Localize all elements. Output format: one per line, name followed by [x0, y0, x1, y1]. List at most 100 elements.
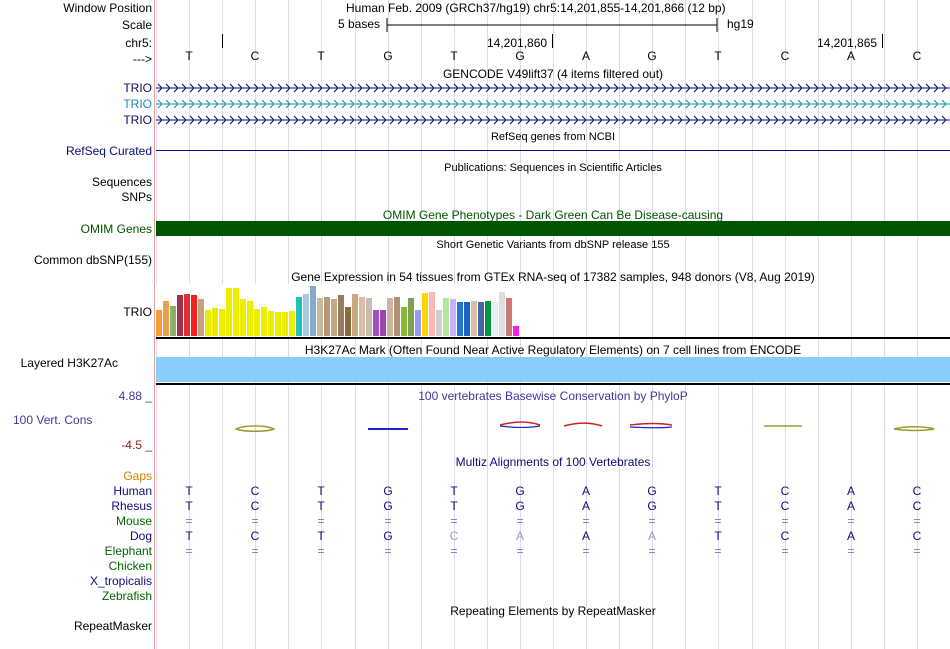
- phylop-label[interactable]: 100 Vert. Cons: [13, 413, 93, 427]
- gtex-tissue-bar[interactable]: [275, 312, 281, 336]
- multiz-species-label[interactable]: Elephant: [104, 544, 152, 558]
- refseq-gene-line[interactable]: [156, 150, 950, 151]
- gtex-tissue-bar[interactable]: [464, 302, 470, 336]
- publications-label-sequences[interactable]: Sequences: [91, 175, 152, 189]
- grid-line: [884, 0, 885, 649]
- multiz-base: T: [185, 484, 193, 498]
- gtex-label[interactable]: TRIO: [123, 305, 152, 319]
- gencode-gene-models[interactable]: [156, 80, 950, 128]
- gtex-tissue-bar[interactable]: [268, 311, 274, 336]
- gtex-tissue-bar[interactable]: [289, 311, 295, 336]
- gtex-tissue-bar[interactable]: [310, 286, 316, 336]
- gtex-tissue-bar[interactable]: [247, 301, 253, 336]
- multiz-base: =: [714, 544, 722, 558]
- gtex-tissue-bar[interactable]: [317, 298, 323, 336]
- sequence-base: A: [581, 49, 590, 63]
- gtex-tissue-bar[interactable]: [401, 307, 407, 336]
- gtex-tissue-bar[interactable]: [485, 301, 491, 336]
- gtex-tissue-bar[interactable]: [254, 309, 260, 336]
- gtex-bar-chart[interactable]: [156, 284, 536, 336]
- sequence-base: T: [714, 49, 722, 63]
- gtex-tissue-bar[interactable]: [345, 307, 351, 336]
- gtex-tissue-bar[interactable]: [380, 310, 386, 336]
- gtex-tissue-bar[interactable]: [191, 295, 197, 336]
- gtex-tissue-bar[interactable]: [205, 310, 211, 336]
- gtex-tissue-bar[interactable]: [422, 293, 428, 336]
- dbsnp-label[interactable]: Common dbSNP(155): [33, 253, 152, 267]
- gtex-tissue-bar[interactable]: [240, 299, 246, 336]
- multiz-species-label[interactable]: Dog: [129, 529, 152, 543]
- phylop-title: 100 vertebrates Basewise Conservation by…: [418, 389, 688, 403]
- multiz-species-label[interactable]: Mouse: [115, 514, 152, 528]
- h3k27ac-label[interactable]: Layered H3K27Ac: [20, 356, 118, 370]
- coord-label-2: 14,201,865: [817, 36, 878, 50]
- gtex-tissue-bar[interactable]: [212, 308, 218, 336]
- scale-label: Scale: [121, 18, 152, 32]
- multiz-species-label[interactable]: Chicken: [108, 559, 152, 573]
- gtex-tissue-bar[interactable]: [296, 297, 302, 336]
- sequence-base: C: [912, 49, 922, 63]
- gtex-tissue-bar[interactable]: [233, 288, 239, 336]
- gtex-tissue-bar[interactable]: [499, 292, 505, 336]
- gtex-tissue-bar[interactable]: [429, 292, 435, 336]
- gtex-tissue-bar[interactable]: [436, 310, 442, 336]
- gtex-tissue-bar[interactable]: [359, 297, 365, 336]
- refseq-label[interactable]: RefSeq Curated: [65, 144, 152, 158]
- gtex-tissue-bar[interactable]: [450, 299, 456, 336]
- gtex-tissue-bar[interactable]: [303, 294, 309, 336]
- gtex-tissue-bar[interactable]: [261, 307, 267, 336]
- omim-label[interactable]: OMIM Genes: [80, 222, 152, 236]
- gtex-tissue-bar[interactable]: [282, 312, 288, 336]
- gencode-track-label[interactable]: TRIO: [123, 113, 152, 127]
- gtex-tissue-bar[interactable]: [457, 302, 463, 336]
- gtex-tissue-bar[interactable]: [415, 310, 421, 336]
- gtex-tissue-bar[interactable]: [492, 302, 498, 336]
- gtex-tissue-bar[interactable]: [226, 288, 232, 336]
- multiz-base: =: [582, 514, 590, 528]
- gtex-tissue-bar[interactable]: [443, 298, 449, 336]
- phylop-signal[interactable]: [156, 418, 950, 438]
- multiz-base: =: [847, 544, 855, 558]
- coord-label-1: 14,201,860: [487, 36, 548, 50]
- gtex-tissue-bar[interactable]: [338, 295, 344, 336]
- gtex-tissue-bar[interactable]: [198, 299, 204, 336]
- gtex-tissue-bar[interactable]: [352, 294, 358, 336]
- multiz-base: T: [185, 499, 193, 513]
- multiz-gaps-label[interactable]: Gaps: [123, 469, 152, 483]
- omim-feature-bar[interactable]: [156, 221, 950, 236]
- multiz-base: T: [317, 529, 325, 543]
- gtex-tissue-bar[interactable]: [170, 306, 176, 336]
- multiz-base: A: [846, 499, 855, 513]
- multiz-species-label[interactable]: Rhesus: [111, 499, 152, 513]
- gtex-tissue-bar[interactable]: [506, 298, 512, 336]
- publications-label-snps[interactable]: SNPs: [121, 190, 152, 204]
- track-label-divider[interactable]: [154, 0, 155, 649]
- gtex-tissue-bar[interactable]: [471, 301, 477, 336]
- gtex-tissue-bar[interactable]: [513, 326, 519, 336]
- h3k27ac-signal[interactable]: [156, 357, 950, 382]
- gtex-tissue-bar[interactable]: [177, 295, 183, 336]
- multiz-base: A: [581, 499, 590, 513]
- gtex-tissue-bar[interactable]: [366, 298, 372, 336]
- gtex-tissue-bar[interactable]: [163, 301, 169, 336]
- multiz-base: =: [384, 544, 392, 558]
- gtex-tissue-bar[interactable]: [331, 299, 337, 336]
- gtex-tissue-bar[interactable]: [156, 310, 162, 336]
- multiz-base: T: [317, 499, 325, 513]
- scale-bar: [386, 18, 718, 32]
- gencode-track-label[interactable]: TRIO: [123, 97, 152, 111]
- multiz-species-label[interactable]: Human: [113, 484, 152, 498]
- gtex-tissue-bar[interactable]: [324, 297, 330, 336]
- gtex-tissue-bar[interactable]: [219, 309, 225, 336]
- gtex-tissue-bar[interactable]: [408, 298, 414, 336]
- repeatmasker-label[interactable]: RepeatMasker: [73, 619, 152, 633]
- gtex-tissue-bar[interactable]: [373, 310, 379, 336]
- multiz-species-label[interactable]: Zebrafish: [101, 589, 152, 603]
- gtex-tissue-bar[interactable]: [394, 297, 400, 336]
- gtex-tissue-bar[interactable]: [387, 298, 393, 336]
- gtex-tissue-bar[interactable]: [184, 294, 190, 336]
- gencode-track-label[interactable]: TRIO: [123, 81, 152, 95]
- multiz-species-label[interactable]: X_tropicalis: [89, 574, 152, 588]
- gtex-tissue-bar[interactable]: [478, 302, 484, 336]
- multiz-base: =: [516, 544, 524, 558]
